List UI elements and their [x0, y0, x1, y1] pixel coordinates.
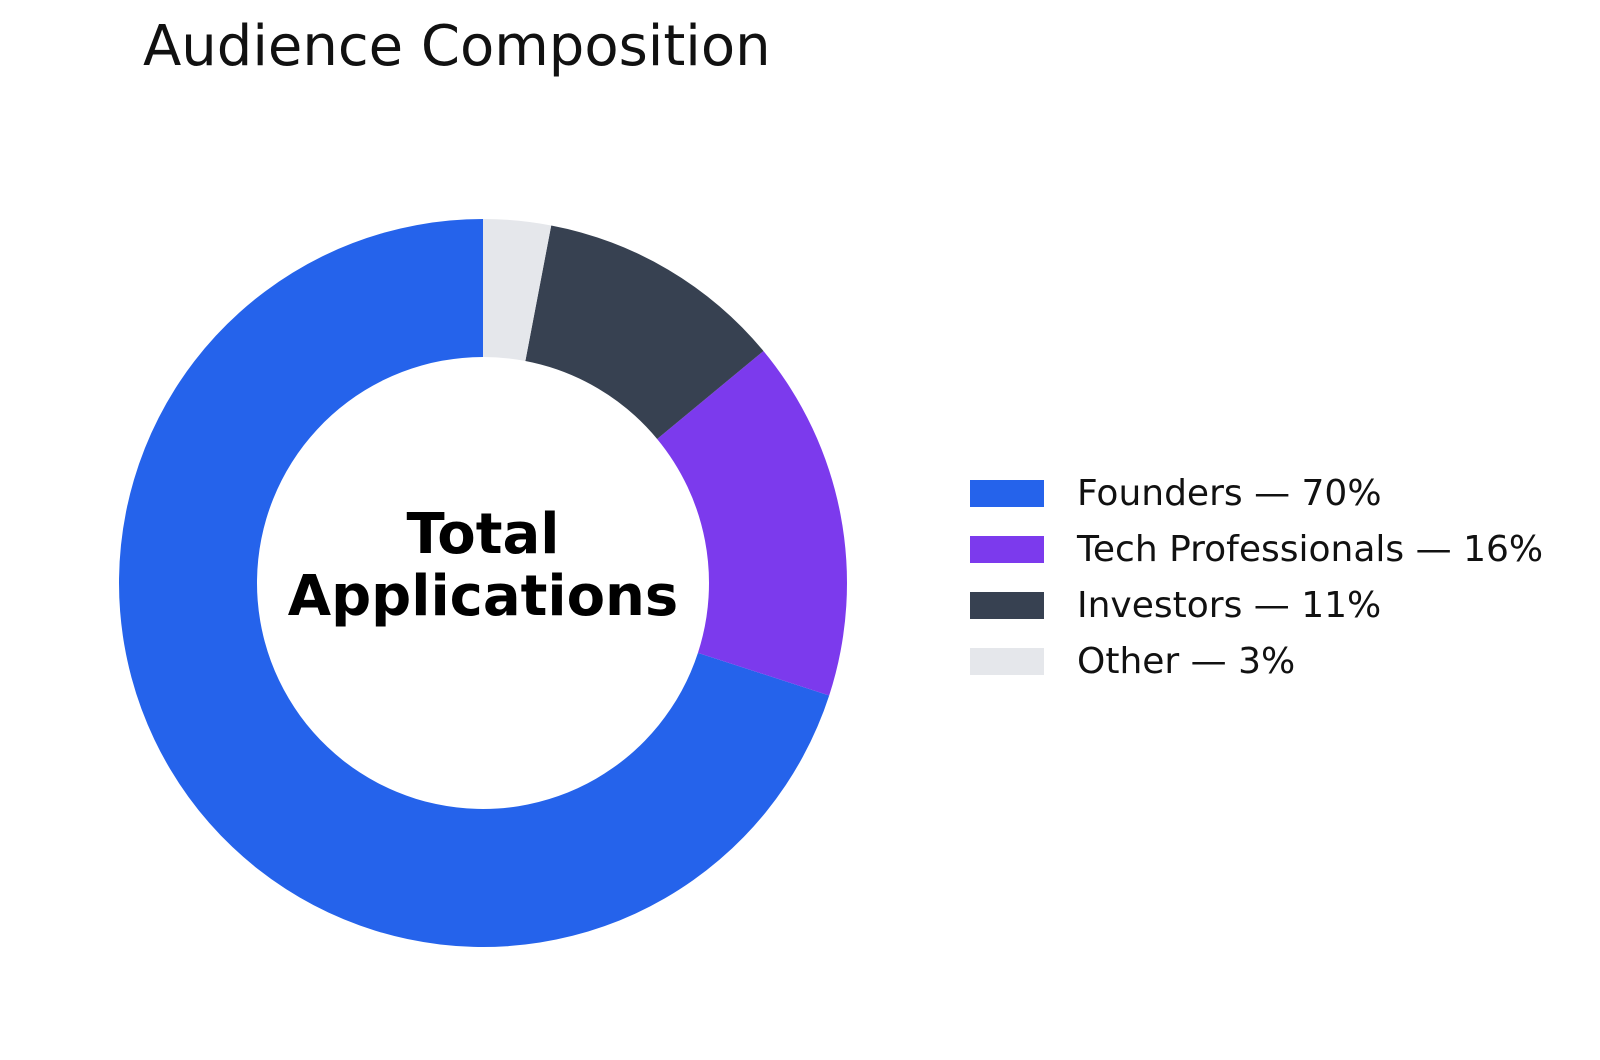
legend-swatch: [970, 479, 1044, 507]
legend-item: Founders — 70%: [970, 465, 1543, 521]
donut-slices: [119, 219, 847, 948]
legend-swatch: [970, 647, 1044, 675]
legend-label: Tech Professionals — 16%: [1077, 528, 1544, 570]
center-label-line-2: Applications: [288, 564, 679, 629]
legend-swatch: [970, 535, 1044, 563]
donut-slice-other: [483, 219, 552, 362]
chart-title: Audience Composition: [143, 14, 771, 79]
legend-item: Tech Professionals — 16%: [970, 521, 1543, 577]
legend: Founders — 70% Tech Professionals — 16% In…: [970, 465, 1543, 689]
donut-slice-investors: [525, 225, 764, 439]
center-label-line-1: Total: [407, 502, 560, 567]
donut-chart: Total Applications: [119, 219, 847, 948]
legend-label: Other — 3%: [1077, 640, 1296, 682]
donut-slice-founders: [119, 219, 830, 948]
legend-swatch: [970, 591, 1044, 619]
legend-label: Investors — 11%: [1077, 584, 1382, 626]
legend-item: Investors — 11%: [970, 577, 1543, 633]
legend-item: Other — 3%: [970, 633, 1543, 689]
legend-label: Founders — 70%: [1077, 472, 1382, 514]
donut-slice-tech-professionals: [657, 350, 847, 696]
